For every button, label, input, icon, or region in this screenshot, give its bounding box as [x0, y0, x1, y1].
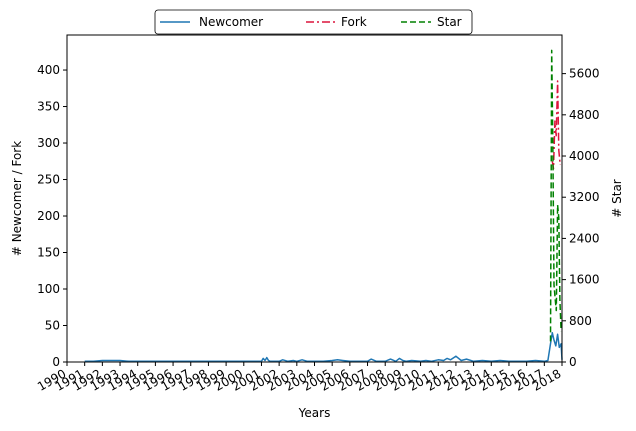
legend-label-fork: Fork: [341, 15, 367, 29]
right-y-tick-label: 0: [569, 355, 577, 369]
left-y-tick-label: 350: [37, 100, 60, 114]
left-y-axis: 0 50 100 150 200 250 300 350 400: [37, 63, 67, 369]
left-y-tick-label: 300: [37, 136, 60, 150]
left-y-axis-label: # Newcomer / Fork: [10, 141, 24, 256]
right-y-tick-label: 4000: [569, 149, 600, 163]
right-y-tick-label: 5600: [569, 67, 600, 81]
right-y-tick-label: 1600: [569, 273, 600, 287]
right-y-tick-label: 2400: [569, 231, 600, 245]
series-line-newcomer: [84, 332, 563, 363]
plot-lines: [84, 49, 563, 363]
legend: Newcomer Fork Star: [154, 9, 473, 35]
x-axis-label: Years: [298, 406, 331, 420]
left-y-tick-label: 50: [45, 319, 60, 333]
left-y-tick-label: 0: [52, 355, 60, 369]
left-y-tick-label: 150: [37, 246, 60, 260]
right-y-tick-label: 4800: [569, 108, 600, 122]
left-y-tick-label: 400: [37, 63, 60, 77]
plot-frame: [66, 34, 563, 363]
legend-label-newcomer: Newcomer: [199, 15, 263, 29]
x-axis: 1990199119921993199419951996199719981999…: [35, 362, 564, 394]
series-line-star: [549, 49, 562, 342]
right-y-tick-label: 800: [569, 314, 592, 328]
right-y-axis: 0 800 1600 2400 3200 4000 4800 5600: [562, 67, 600, 369]
right-y-tick-label: 3200: [569, 190, 600, 204]
left-y-tick-label: 250: [37, 173, 60, 187]
legend-label-star: Star: [437, 15, 462, 29]
right-y-axis-label: # Star: [610, 179, 624, 218]
left-y-tick-label: 100: [37, 282, 60, 296]
left-y-tick-label: 200: [37, 209, 60, 223]
